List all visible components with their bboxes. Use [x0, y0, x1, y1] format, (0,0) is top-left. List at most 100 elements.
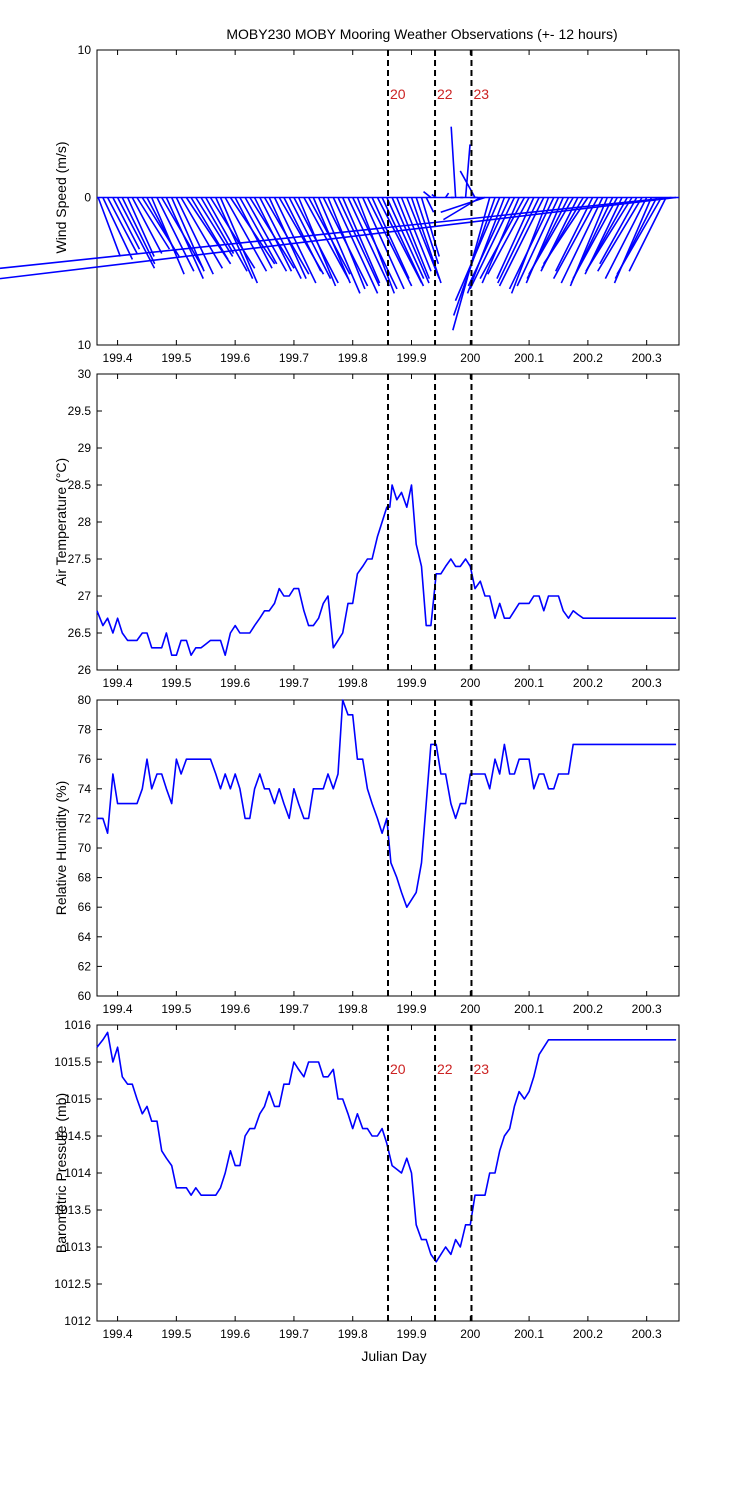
wind-stick — [464, 144, 471, 198]
y-tick-label: 1014.5 — [54, 1129, 91, 1143]
x-tick-label: 199.4 — [103, 1327, 133, 1341]
wind-stick — [170, 197, 205, 272]
wind-stick — [391, 197, 430, 284]
wind-stick — [219, 197, 259, 284]
x-tick-label: 200.1 — [514, 676, 544, 690]
x-tick-label: 199.9 — [396, 1002, 426, 1016]
event-marker-label: 20 — [390, 86, 406, 102]
figure-title: MOBY230 MOBY Mooring Weather Observation… — [226, 26, 617, 42]
wind-stick — [406, 197, 441, 279]
x-tick-label: 200.1 — [514, 351, 544, 365]
wind-stick — [224, 197, 268, 272]
wind-stick — [97, 197, 122, 257]
wind-stick — [479, 197, 526, 280]
panel-2: 26 26.5 27 27.5 28 28.5 29 29.5 30 199.4 199.5 199.… — [53, 367, 680, 690]
y-tick-label: 26.5 — [68, 626, 92, 640]
wind-stick — [496, 197, 535, 279]
x-tick-label: 199.6 — [220, 1002, 250, 1016]
x-tick-label: 199.4 — [103, 676, 133, 690]
panel-4: 1012 1012.5 1013 1013.5 1014 1014.5 1015 1015.5… — [53, 1018, 680, 1341]
wind-stick — [587, 197, 633, 269]
wind-stick — [312, 197, 351, 284]
y-axis-label: Wind Speed (m/s) — [53, 141, 69, 253]
x-tick-label: 200 — [460, 351, 480, 365]
wind-stick — [425, 197, 435, 213]
wind-stick — [423, 190, 432, 199]
panels: 10 0 10 199.4 199.5 199.6 199.7 199.8 199.9 200 20… — [0, 43, 680, 1341]
x-tick-label: 199.8 — [338, 351, 368, 365]
wind-stick — [126, 197, 155, 257]
wind-stick — [327, 197, 366, 290]
wind-stick — [297, 197, 337, 287]
wind-stick — [317, 197, 361, 294]
x-axis-label: Julian Day — [361, 1348, 426, 1364]
wind-stick — [234, 197, 273, 269]
wind-stick — [572, 197, 618, 280]
x-tick-label: 199.5 — [161, 1327, 191, 1341]
x-tick-label: 199.8 — [338, 676, 368, 690]
wind-stick — [560, 197, 604, 284]
y-axis-label: Air Temperature (°C) — [53, 458, 69, 586]
x-tick-label: 199.8 — [338, 1327, 368, 1341]
x-tick-label: 199.4 — [103, 1002, 133, 1016]
wind-stick — [616, 197, 663, 275]
y-axis-label: Barometric Pressure (mb) — [53, 1093, 69, 1253]
y-tick-label: 64 — [78, 930, 92, 944]
wind-stick — [112, 197, 141, 250]
x-tick-label: 200 — [460, 1327, 480, 1341]
wind-stick — [239, 197, 278, 265]
wind-stick — [347, 197, 391, 287]
y-tick-label: 1014 — [64, 1166, 91, 1180]
x-tick-label: 199.7 — [279, 1002, 309, 1016]
wind-stick — [366, 197, 413, 287]
wind-stick — [303, 197, 349, 280]
wind-stick — [467, 197, 511, 287]
wind-stick — [0, 196, 672, 270]
wind-stick — [283, 197, 322, 272]
x-tick-label: 200 — [460, 1002, 480, 1016]
wind-stick — [459, 170, 476, 198]
wind-stick — [150, 197, 185, 275]
x-tick-label: 199.9 — [396, 351, 426, 365]
wind-stick — [341, 197, 381, 284]
x-tick-label: 199.9 — [396, 676, 426, 690]
wind-stick — [356, 197, 396, 294]
x-tick-label: 199.5 — [161, 351, 191, 365]
y-tick-label: 0 — [84, 191, 91, 205]
wind-stick — [102, 197, 134, 260]
axes-frame — [96, 699, 680, 997]
y-tick-label: 76 — [78, 752, 92, 766]
x-tick-label: 200.1 — [514, 1002, 544, 1016]
wind-stick — [337, 197, 381, 287]
wind-stick — [469, 197, 516, 290]
y-tick-label: 1015 — [64, 1092, 91, 1106]
event-marker-label: 22 — [437, 86, 453, 102]
y-tick-label: 29 — [78, 441, 92, 455]
y-tick-label: 10 — [78, 43, 92, 57]
y-tick-label: 74 — [78, 782, 92, 796]
y-tick-label: 28 — [78, 515, 92, 529]
wind-stick — [487, 197, 530, 275]
wind-stick — [205, 197, 248, 272]
wind-stick — [454, 197, 501, 302]
y-axis-label: Relative Humidity (%) — [53, 781, 69, 916]
wind-stick — [604, 197, 648, 279]
wind-stick — [381, 197, 425, 287]
panel-3: 60 62 64 66 68 70 72 74 76 78 80 199.4 199.5 199.6 199… — [53, 693, 680, 1016]
axes-frame — [96, 1024, 680, 1322]
wind-stick — [175, 197, 214, 275]
x-tick-label: 199.7 — [279, 351, 309, 365]
wind-stick — [554, 197, 594, 272]
wind-stick — [332, 197, 379, 294]
wind-stick — [376, 197, 423, 284]
y-tick-label: 29.5 — [68, 404, 92, 418]
x-tick-label: 199.5 — [161, 676, 191, 690]
y-tick-label: 62 — [78, 959, 92, 973]
x-tick-label: 199.7 — [279, 1327, 309, 1341]
wind-stick — [190, 197, 229, 260]
wind-stick — [215, 197, 254, 279]
axes-frame — [96, 373, 680, 671]
event-marker-label: 23 — [473, 1061, 489, 1077]
panel-1: 10 0 10 199.4 199.5 199.6 199.7 199.8 199.9 200 20… — [0, 43, 680, 365]
